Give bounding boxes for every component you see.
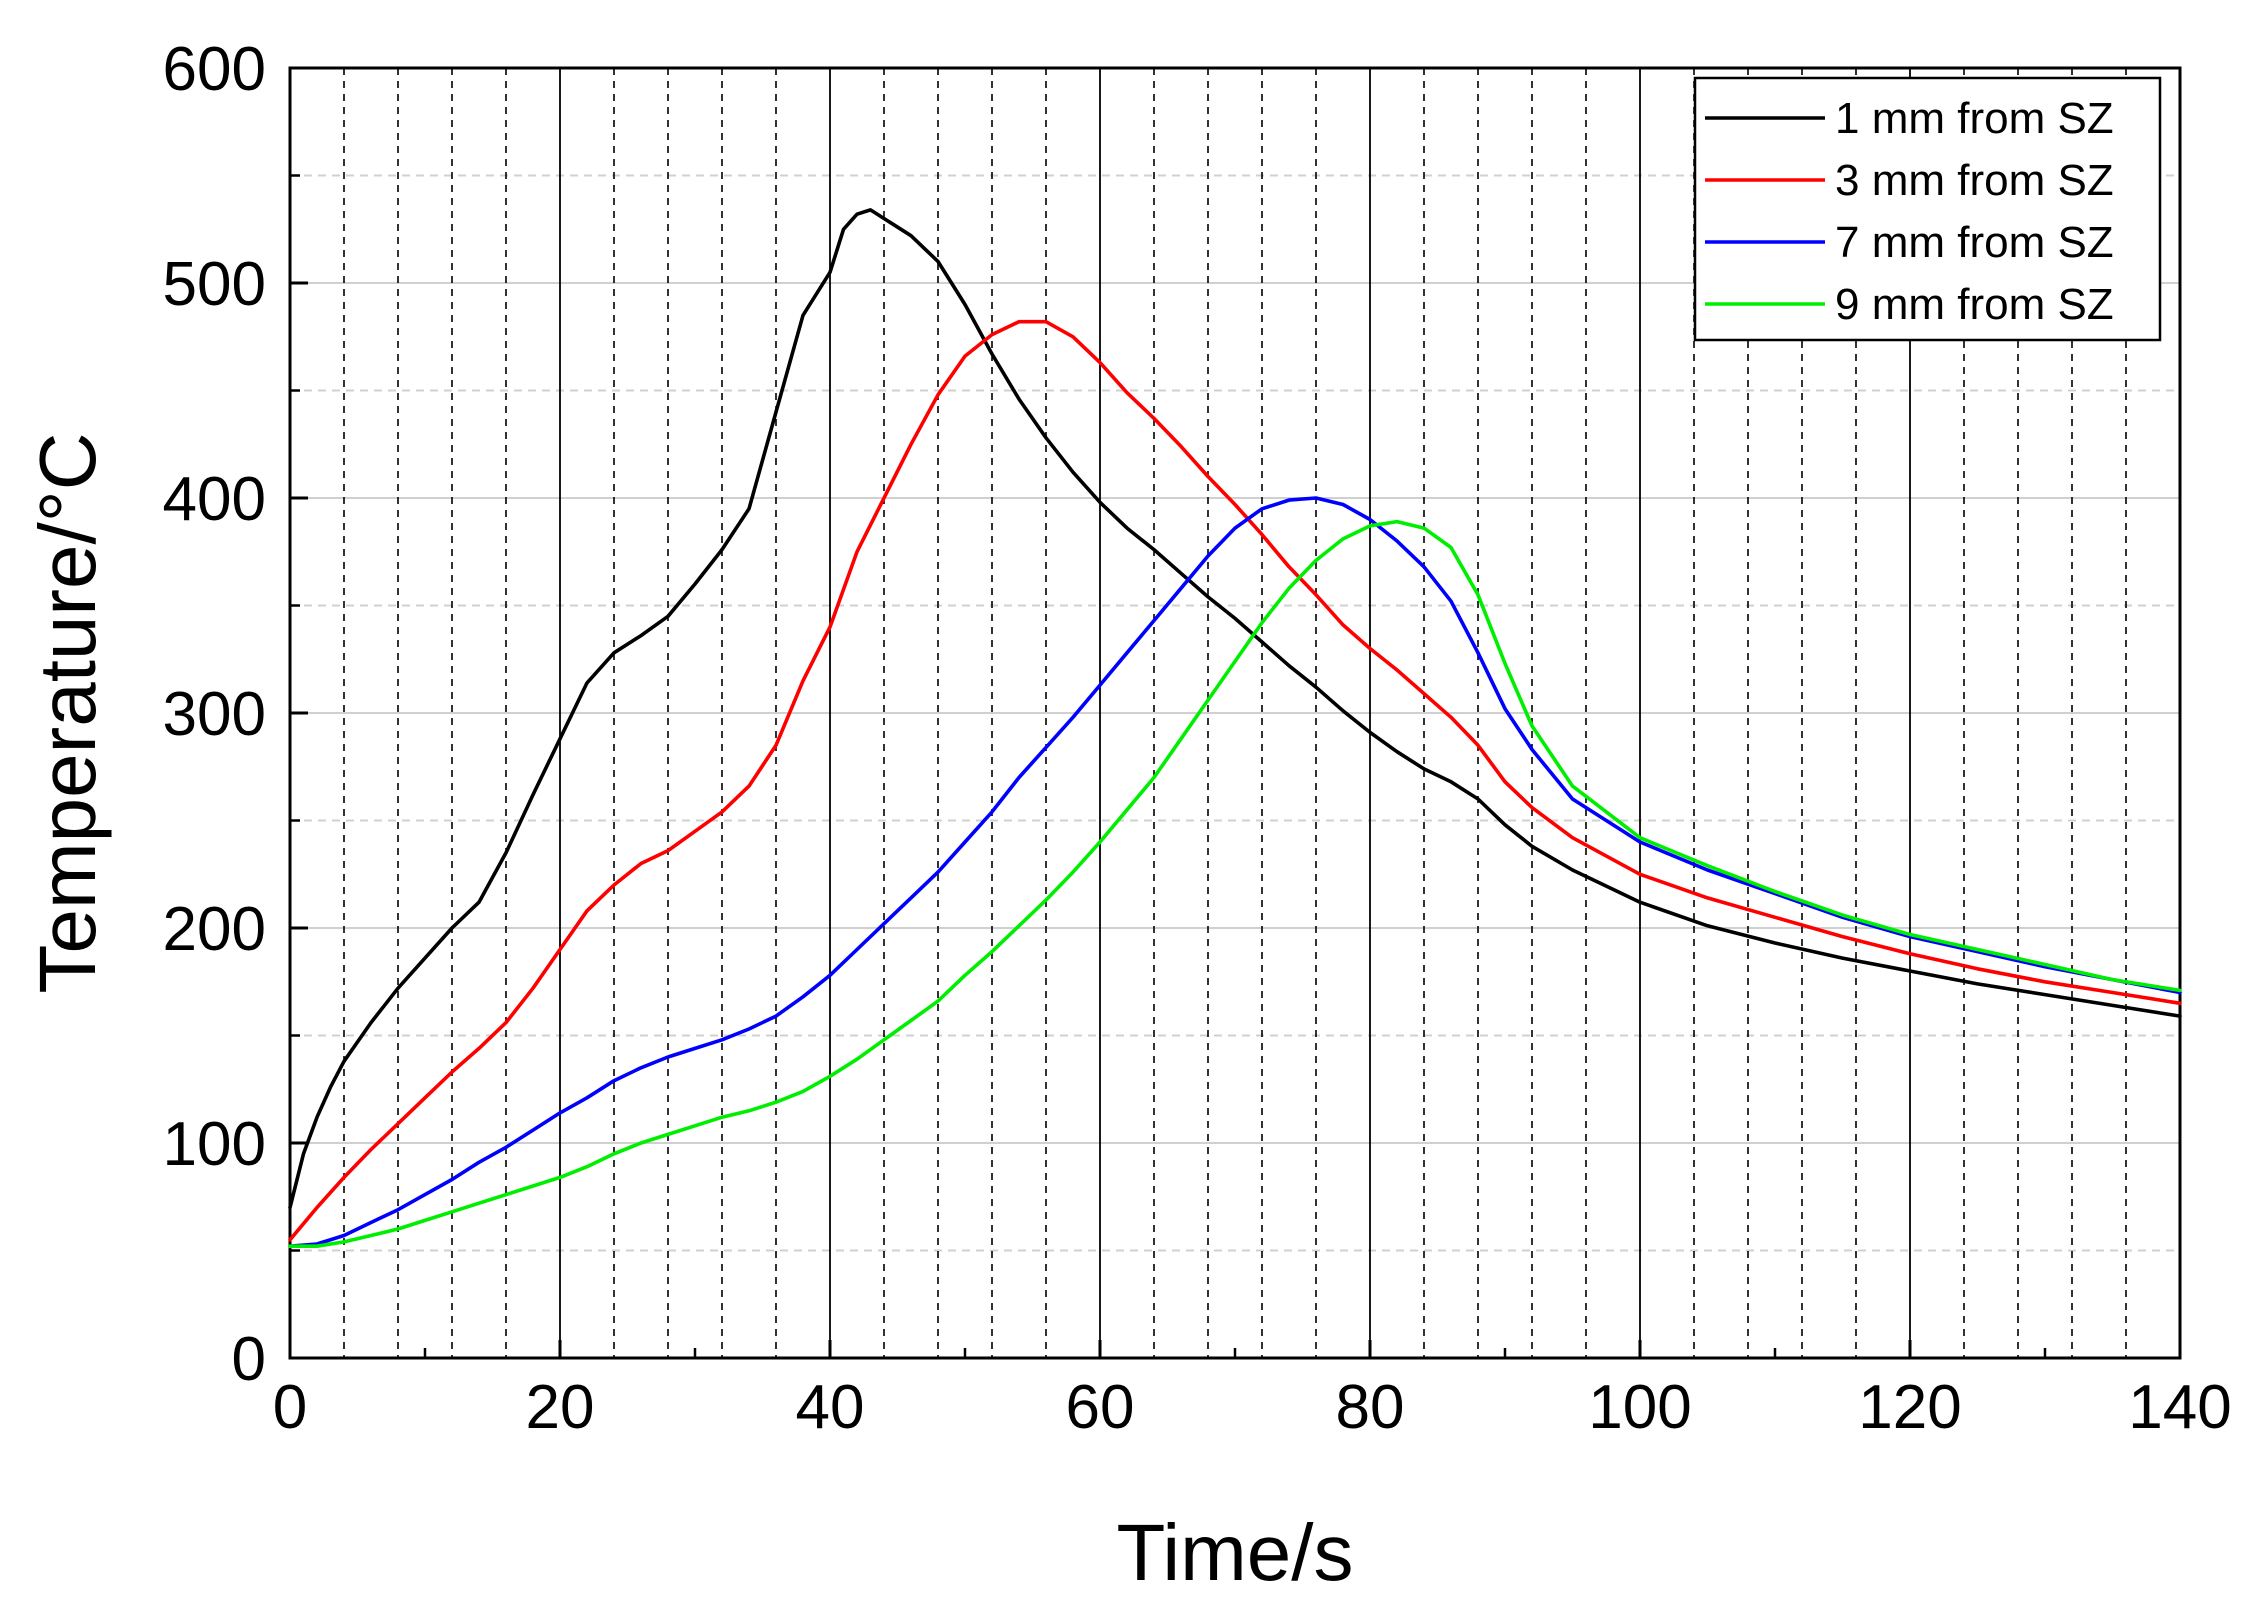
x-tick-label: 0 [273,1373,307,1442]
y-axis-title: Temperature/°C [23,432,112,993]
legend-box [1693,76,2162,342]
series-line-4 [288,519,2182,1248]
x-tick-label: 140 [2128,1373,2231,1442]
y-tick-label: 400 [163,465,266,534]
y-tick-label: 500 [163,250,266,319]
y-tick-label: 100 [163,1110,266,1179]
legend-label-3: 7 mm from SZ [1835,218,2114,267]
x-tick-label: 20 [526,1373,595,1442]
y-tick-label: 600 [163,35,266,104]
legend-label-2: 3 mm from SZ [1835,156,2114,205]
tick-labels: 0 20 40 60 80 100 120 140 0 100 200 300 400 500 600 [163,35,2232,1442]
legend-label-1: 1 mm from SZ [1835,94,2114,143]
x-tick-label: 120 [1858,1373,1961,1442]
y-tick-label: 200 [163,895,266,964]
y-tick-label: 300 [163,680,266,749]
y-tick-label: 0 [232,1325,266,1394]
x-tick-label: 40 [796,1373,865,1442]
x-axis-title: Time/s [1116,1508,1353,1597]
x-tick-label: 80 [1336,1373,1405,1442]
legend: 1 mm from SZ 3 mm from SZ 7 mm from SZ 9 mm… [1693,76,2162,342]
series-line-2 [288,319,2182,1242]
x-tick-label: 100 [1588,1373,1691,1442]
legend-label-4: 9 mm from SZ [1835,280,2114,329]
series-line-3 [288,496,2182,1248]
series-lines [288,208,2182,1248]
series-line-1 [288,208,2182,1210]
axis-ticks [288,66,2182,1360]
x-tick-label: 60 [1066,1373,1135,1442]
